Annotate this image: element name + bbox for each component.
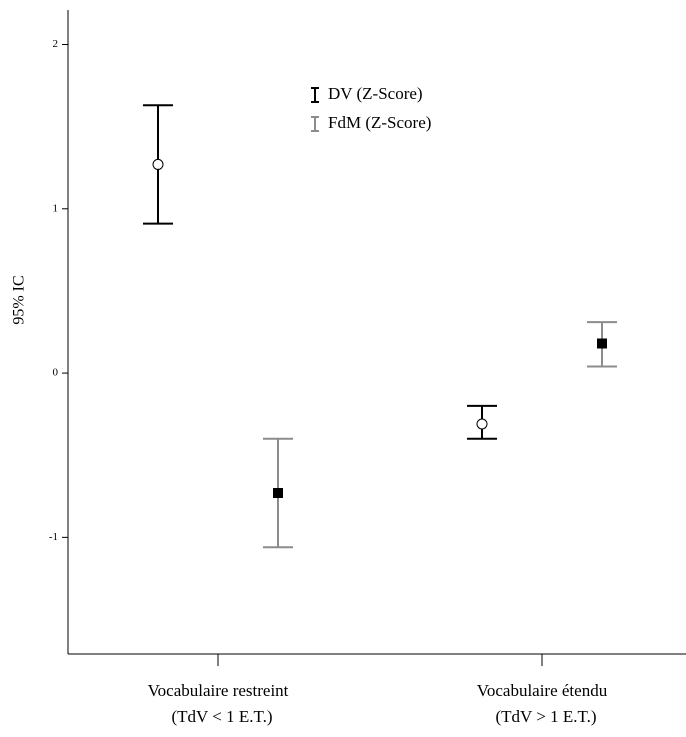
x-tick-label: Vocabulaire restreint [148, 681, 289, 700]
legend-symbol [311, 116, 319, 132]
x-tick-sublabel: (TdV > 1 E.T.) [495, 707, 596, 726]
point [152, 158, 164, 170]
point [273, 488, 283, 498]
legend-label: FdM (Z-Score) [328, 113, 431, 132]
legend-label: DV (Z-Score) [328, 84, 423, 103]
y-axis-label: 95% IC [11, 275, 28, 324]
y-tick-label: -1 [49, 531, 58, 543]
x-tick-label: Vocabulaire étendu [477, 681, 608, 700]
y-tick-label: 0 [53, 367, 59, 379]
y-tick-label: 2 [53, 38, 59, 50]
y-tick-label: 1 [53, 202, 59, 214]
legend-symbol [311, 87, 319, 103]
x-tick-sublabel: (TdV < 1 E.T.) [171, 707, 272, 726]
point [597, 338, 607, 349]
point [476, 418, 488, 430]
